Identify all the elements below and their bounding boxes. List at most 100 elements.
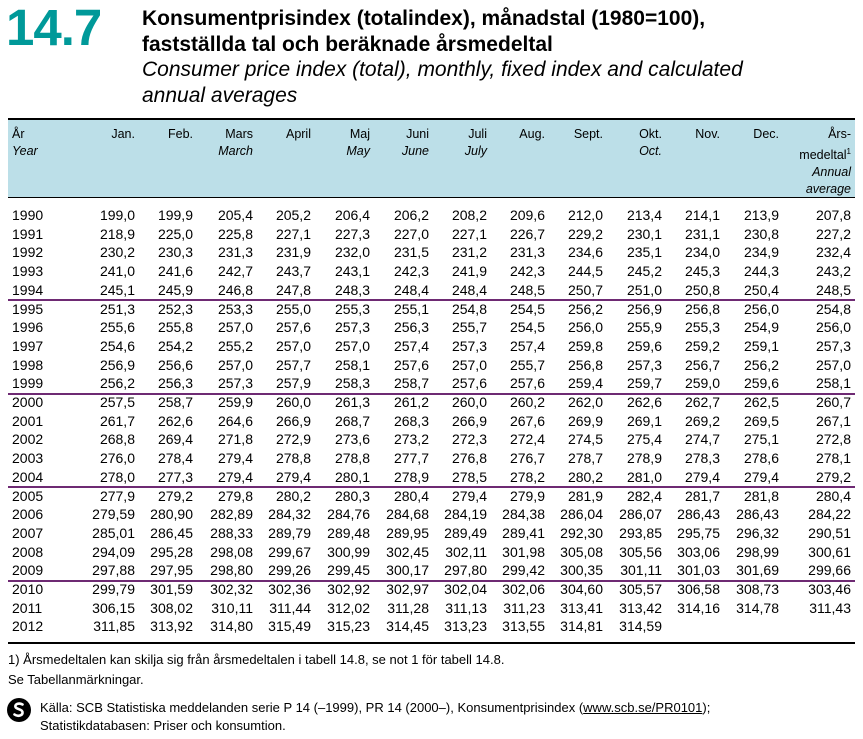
value-cell: 280,2 [275, 487, 311, 504]
value-cell: 311,85 [93, 618, 135, 635]
value-cell: 199,0 [99, 207, 135, 223]
value-cell: 273,6 [334, 431, 370, 448]
value-cell: 250,8 [684, 281, 720, 298]
column-header-1: Feb. [168, 126, 193, 143]
value-cell: 313,92 [150, 618, 193, 635]
value-cell: 303,06 [677, 543, 720, 560]
value-cell: 256,9 [626, 300, 662, 317]
value-cell: 257,5 [99, 394, 135, 410]
table-row: 1990 199,0 199,9 205,4 205,2 206,4 206,2 208,2 2… [0, 207, 863, 224]
table-row: 2009 297,88 297,95 298,80 299,26 299,45 300,17… [0, 562, 863, 579]
value-cell: 253,3 [217, 300, 253, 317]
value-cell: 300,99 [327, 543, 370, 560]
value-cell: 286,43 [677, 506, 720, 523]
value-cell: 254,6 [99, 337, 135, 354]
value-cell: 256,3 [157, 375, 193, 392]
value-cell: 227,1 [451, 225, 487, 242]
year-cell: 2001 [12, 412, 44, 429]
column-header-sv: April [285, 127, 311, 141]
value-cell: 302,11 [445, 543, 487, 560]
value-cell: 257,3 [334, 319, 370, 336]
annual-cell: 299,66 [808, 562, 851, 579]
value-cell: 245,2 [626, 263, 662, 280]
value-cell: 314,78 [736, 599, 779, 616]
year-cell: 2010 [12, 581, 44, 597]
footnote-2: Se Tabellanmärkningar. [8, 672, 144, 687]
value-cell: 255,0 [275, 300, 311, 317]
value-cell: 255,3 [684, 319, 720, 336]
value-cell: 257,3 [451, 337, 487, 354]
value-cell: 218,9 [99, 225, 135, 242]
value-cell: 208,2 [451, 207, 487, 223]
value-cell: 279,4 [217, 450, 253, 467]
value-cell: 246,8 [217, 281, 253, 298]
value-cell: 294,09 [92, 543, 135, 560]
value-cell: 298,08 [210, 543, 253, 560]
value-cell: 269,9 [567, 412, 603, 429]
value-cell: 299,67 [268, 543, 311, 560]
value-cell: 278,7 [567, 450, 603, 467]
annual-cell: 284,22 [808, 506, 851, 523]
value-cell: 284,19 [444, 506, 487, 523]
value-cell: 256,8 [684, 300, 720, 317]
value-cell: 256,2 [99, 375, 135, 392]
value-cell: 256,7 [684, 356, 720, 373]
value-cell: 311,44 [269, 599, 311, 616]
value-cell: 261,7 [99, 412, 135, 429]
value-cell: 280,2 [567, 468, 603, 485]
value-cell: 251,3 [99, 300, 135, 317]
value-cell: 271,8 [217, 431, 253, 448]
value-cell: 276,7 [509, 450, 545, 467]
value-cell: 231,3 [509, 244, 545, 261]
value-cell: 226,7 [509, 225, 545, 242]
value-cell: 297,88 [92, 562, 135, 579]
value-cell: 299,42 [502, 562, 545, 579]
source-line-1: Källa: SCB Statistiska meddelanden serie… [40, 700, 711, 715]
value-cell: 302,36 [268, 581, 311, 597]
value-cell: 276,0 [99, 450, 135, 467]
annual-cell: 311,43 [809, 599, 851, 616]
year-cell: 1994 [12, 281, 44, 298]
annual-header-line2: medeltal1 [799, 147, 851, 163]
year-column-header: År Year [12, 126, 38, 160]
year-cell: 1990 [12, 207, 44, 223]
value-cell: 268,3 [393, 412, 429, 429]
value-cell: 230,3 [157, 244, 193, 261]
value-cell: 243,7 [275, 263, 311, 280]
annual-cell: 227,2 [815, 225, 851, 242]
column-header-en: May [346, 144, 370, 158]
value-cell: 264,6 [217, 412, 253, 429]
title-sv-line-2: fastställda tal och beräknade årsmedelta… [142, 33, 553, 56]
value-cell: 251,0 [626, 281, 662, 298]
value-cell: 206,4 [334, 207, 370, 223]
value-cell: 212,0 [567, 207, 603, 223]
year-cell: 2012 [12, 618, 44, 635]
column-header-7: Aug. [519, 126, 545, 143]
value-cell: 279,2 [157, 487, 193, 504]
value-cell: 254,5 [509, 300, 545, 317]
value-cell: 255,7 [451, 319, 487, 336]
value-cell: 273,2 [393, 431, 429, 448]
value-cell: 257,7 [275, 356, 311, 373]
title-sv-line-1: Konsumentprisindex (totalindex), månadst… [142, 7, 706, 30]
year-cell: 2000 [12, 394, 44, 410]
value-cell: 257,6 [509, 375, 545, 392]
value-cell: 256,2 [567, 300, 603, 317]
value-cell: 274,7 [684, 431, 720, 448]
value-cell: 266,9 [275, 412, 311, 429]
source-link[interactable]: www.scb.se/PR0101 [583, 700, 703, 715]
value-cell: 244,5 [567, 263, 603, 280]
value-cell: 278,9 [393, 468, 429, 485]
value-cell: 279,4 [275, 468, 311, 485]
value-cell: 301,69 [736, 562, 779, 579]
year-cell: 2004 [12, 468, 44, 485]
value-cell: 257,0 [451, 356, 487, 373]
value-cell: 315,23 [327, 618, 370, 635]
value-cell: 257,4 [393, 337, 429, 354]
value-cell: 267,6 [509, 412, 545, 429]
value-cell: 313,41 [560, 599, 603, 616]
annual-header-en2: average [805, 182, 851, 197]
value-cell: 296,32 [736, 524, 779, 541]
value-cell: 199,9 [157, 207, 193, 223]
table-row: 2002 268,8 269,4 271,8 272,9 273,6 273,2 272,3 2… [0, 431, 863, 448]
